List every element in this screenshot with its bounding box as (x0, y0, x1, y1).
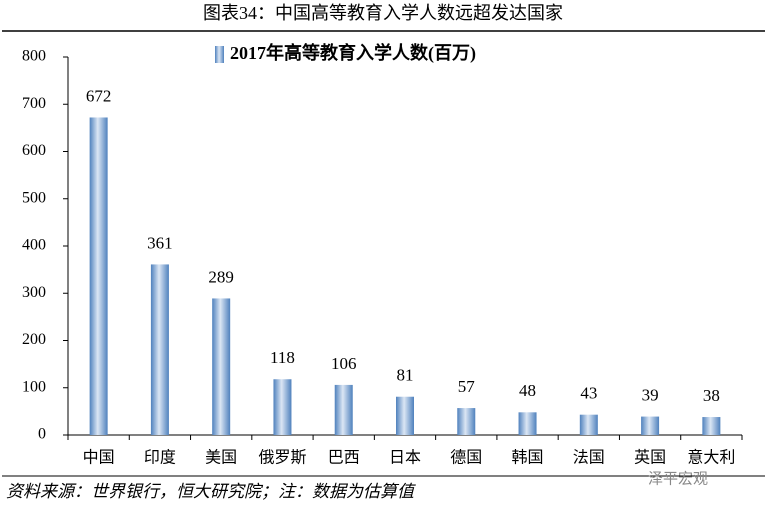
value-label: 38 (703, 386, 720, 405)
x-tick-label: 中国 (83, 449, 115, 467)
x-tick-label: 德国 (450, 449, 482, 467)
y-tick-label: 400 (22, 237, 46, 254)
x-tick-label: 法国 (573, 449, 605, 467)
value-label: 57 (458, 377, 476, 396)
value-label: 361 (147, 233, 173, 252)
x-tick-label: 英国 (634, 449, 666, 467)
bar (702, 417, 721, 435)
value-label: 289 (208, 267, 234, 286)
y-tick-label: 700 (22, 95, 46, 112)
watermark: 泽平宏观 (648, 470, 708, 487)
y-tick-label: 100 (22, 378, 46, 395)
chart-title: 图表34：中国高等教育入学人数远超发达国家 (203, 3, 563, 23)
value-label: 118 (270, 348, 295, 367)
x-tick-label: 印度 (144, 449, 176, 467)
value-label: 43 (580, 384, 597, 403)
bar (579, 414, 598, 435)
x-tick-label: 日本 (389, 449, 421, 467)
value-label: 48 (519, 381, 536, 400)
bar (89, 117, 108, 435)
y-tick-label: 0 (38, 426, 46, 443)
source-note: 资料来源：世界银行，恒大研究院；注：数据为估算值 (6, 482, 416, 501)
y-tick-label: 800 (22, 48, 46, 65)
y-tick-label: 600 (22, 142, 46, 159)
bar (212, 298, 231, 435)
bar (150, 264, 169, 435)
bar (457, 408, 476, 435)
x-tick-label: 美国 (205, 449, 237, 467)
bar (518, 412, 537, 435)
x-tick-label: 意大利 (687, 448, 735, 467)
legend-label: 2017年高等教育入学人数(百万) (230, 42, 476, 64)
x-tick-label: 俄罗斯 (258, 449, 306, 467)
x-tick-label: 韩国 (512, 449, 544, 467)
y-tick-label: 200 (22, 331, 46, 348)
bar (273, 379, 292, 435)
bar (334, 384, 353, 435)
legend-swatch (215, 46, 224, 63)
bar (641, 416, 660, 435)
bar (396, 396, 414, 435)
x-tick-label: 巴西 (328, 450, 360, 467)
y-tick-label: 300 (22, 284, 46, 301)
y-tick-label: 500 (22, 189, 46, 206)
value-label: 39 (642, 385, 659, 404)
value-label: 81 (397, 366, 414, 385)
value-label: 106 (331, 354, 357, 373)
value-label: 672 (86, 86, 112, 105)
